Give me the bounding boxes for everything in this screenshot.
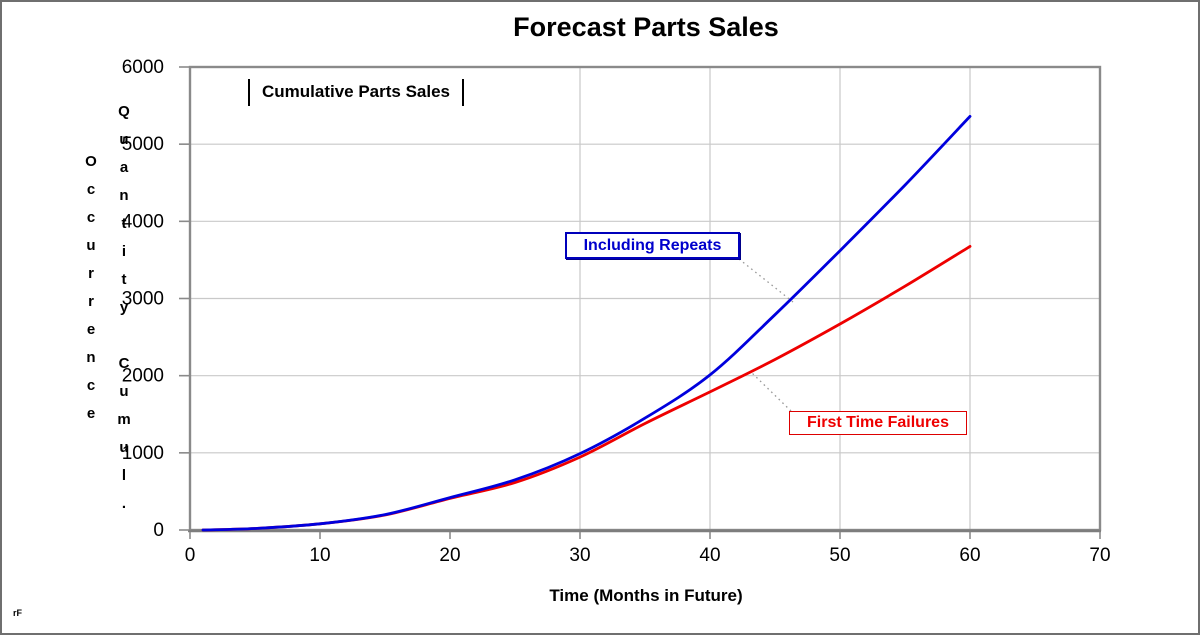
plot-inner-label: Cumulative Parts Sales	[248, 79, 464, 106]
y-tick-label: 6000	[122, 57, 164, 78]
y-axis-letter: y	[119, 299, 129, 316]
y-axis-letter: .	[121, 495, 127, 512]
y-axis-letter: O	[85, 153, 97, 170]
y-axis-letter: i	[121, 243, 127, 260]
leader-line-including-repeats	[738, 258, 794, 303]
x-tick-label: 70	[1089, 545, 1110, 566]
y-axis-letter: e	[86, 405, 96, 422]
x-tick-label: 60	[959, 545, 980, 566]
y-tick-label: 0	[153, 520, 164, 541]
y-axis-letter: u	[119, 131, 129, 148]
y-axis-letter: c	[86, 181, 96, 198]
y-axis-letter: n	[86, 349, 96, 366]
y-tick-label: 5000	[122, 134, 164, 155]
y-axis-letter: r	[88, 293, 94, 310]
y-tick-label: 4000	[122, 211, 164, 232]
series-line-including-repeats	[201, 115, 972, 532]
y-tick-label: 3000	[122, 289, 164, 310]
y-axis-letter: c	[86, 377, 96, 394]
y-axis-letter: m	[117, 411, 131, 428]
footnote-mark: rF	[13, 608, 22, 618]
chart-title: Forecast Parts Sales	[513, 12, 779, 42]
series-line-first-time-failures	[201, 245, 972, 532]
y-tick-label: 2000	[122, 366, 164, 387]
y-axis-letter: C	[118, 355, 130, 372]
x-tick-label: 40	[699, 545, 720, 566]
y-axis-letter: u	[119, 383, 129, 400]
x-tick-label: 0	[185, 545, 196, 566]
y-axis-letter: Q	[118, 103, 130, 120]
x-tick-label: 10	[309, 545, 330, 566]
callout-first-time-failures: First Time Failures	[789, 411, 967, 435]
y-axis-letter: r	[88, 265, 94, 282]
leader-line-first-time-failures	[751, 372, 792, 412]
x-tick-label: 30	[569, 545, 590, 566]
y-axis-letter: u	[86, 237, 96, 254]
y-tick-label: 1000	[122, 443, 164, 464]
callout-including-repeats: Including Repeats	[565, 232, 740, 259]
y-axis-letter: u	[119, 439, 129, 456]
y-axis-letter: e	[86, 321, 96, 338]
y-axis-letter: t	[121, 215, 127, 232]
x-tick-label: 20	[439, 545, 460, 566]
y-axis-letter: t	[121, 271, 127, 288]
y-axis-letter: a	[119, 159, 129, 176]
x-axis-title: Time (Months in Future)	[549, 586, 743, 605]
y-axis-letter: n	[119, 187, 129, 204]
y-axis-letter: c	[86, 209, 96, 226]
y-axis-letter: l	[121, 467, 127, 484]
x-tick-label: 50	[829, 545, 850, 566]
